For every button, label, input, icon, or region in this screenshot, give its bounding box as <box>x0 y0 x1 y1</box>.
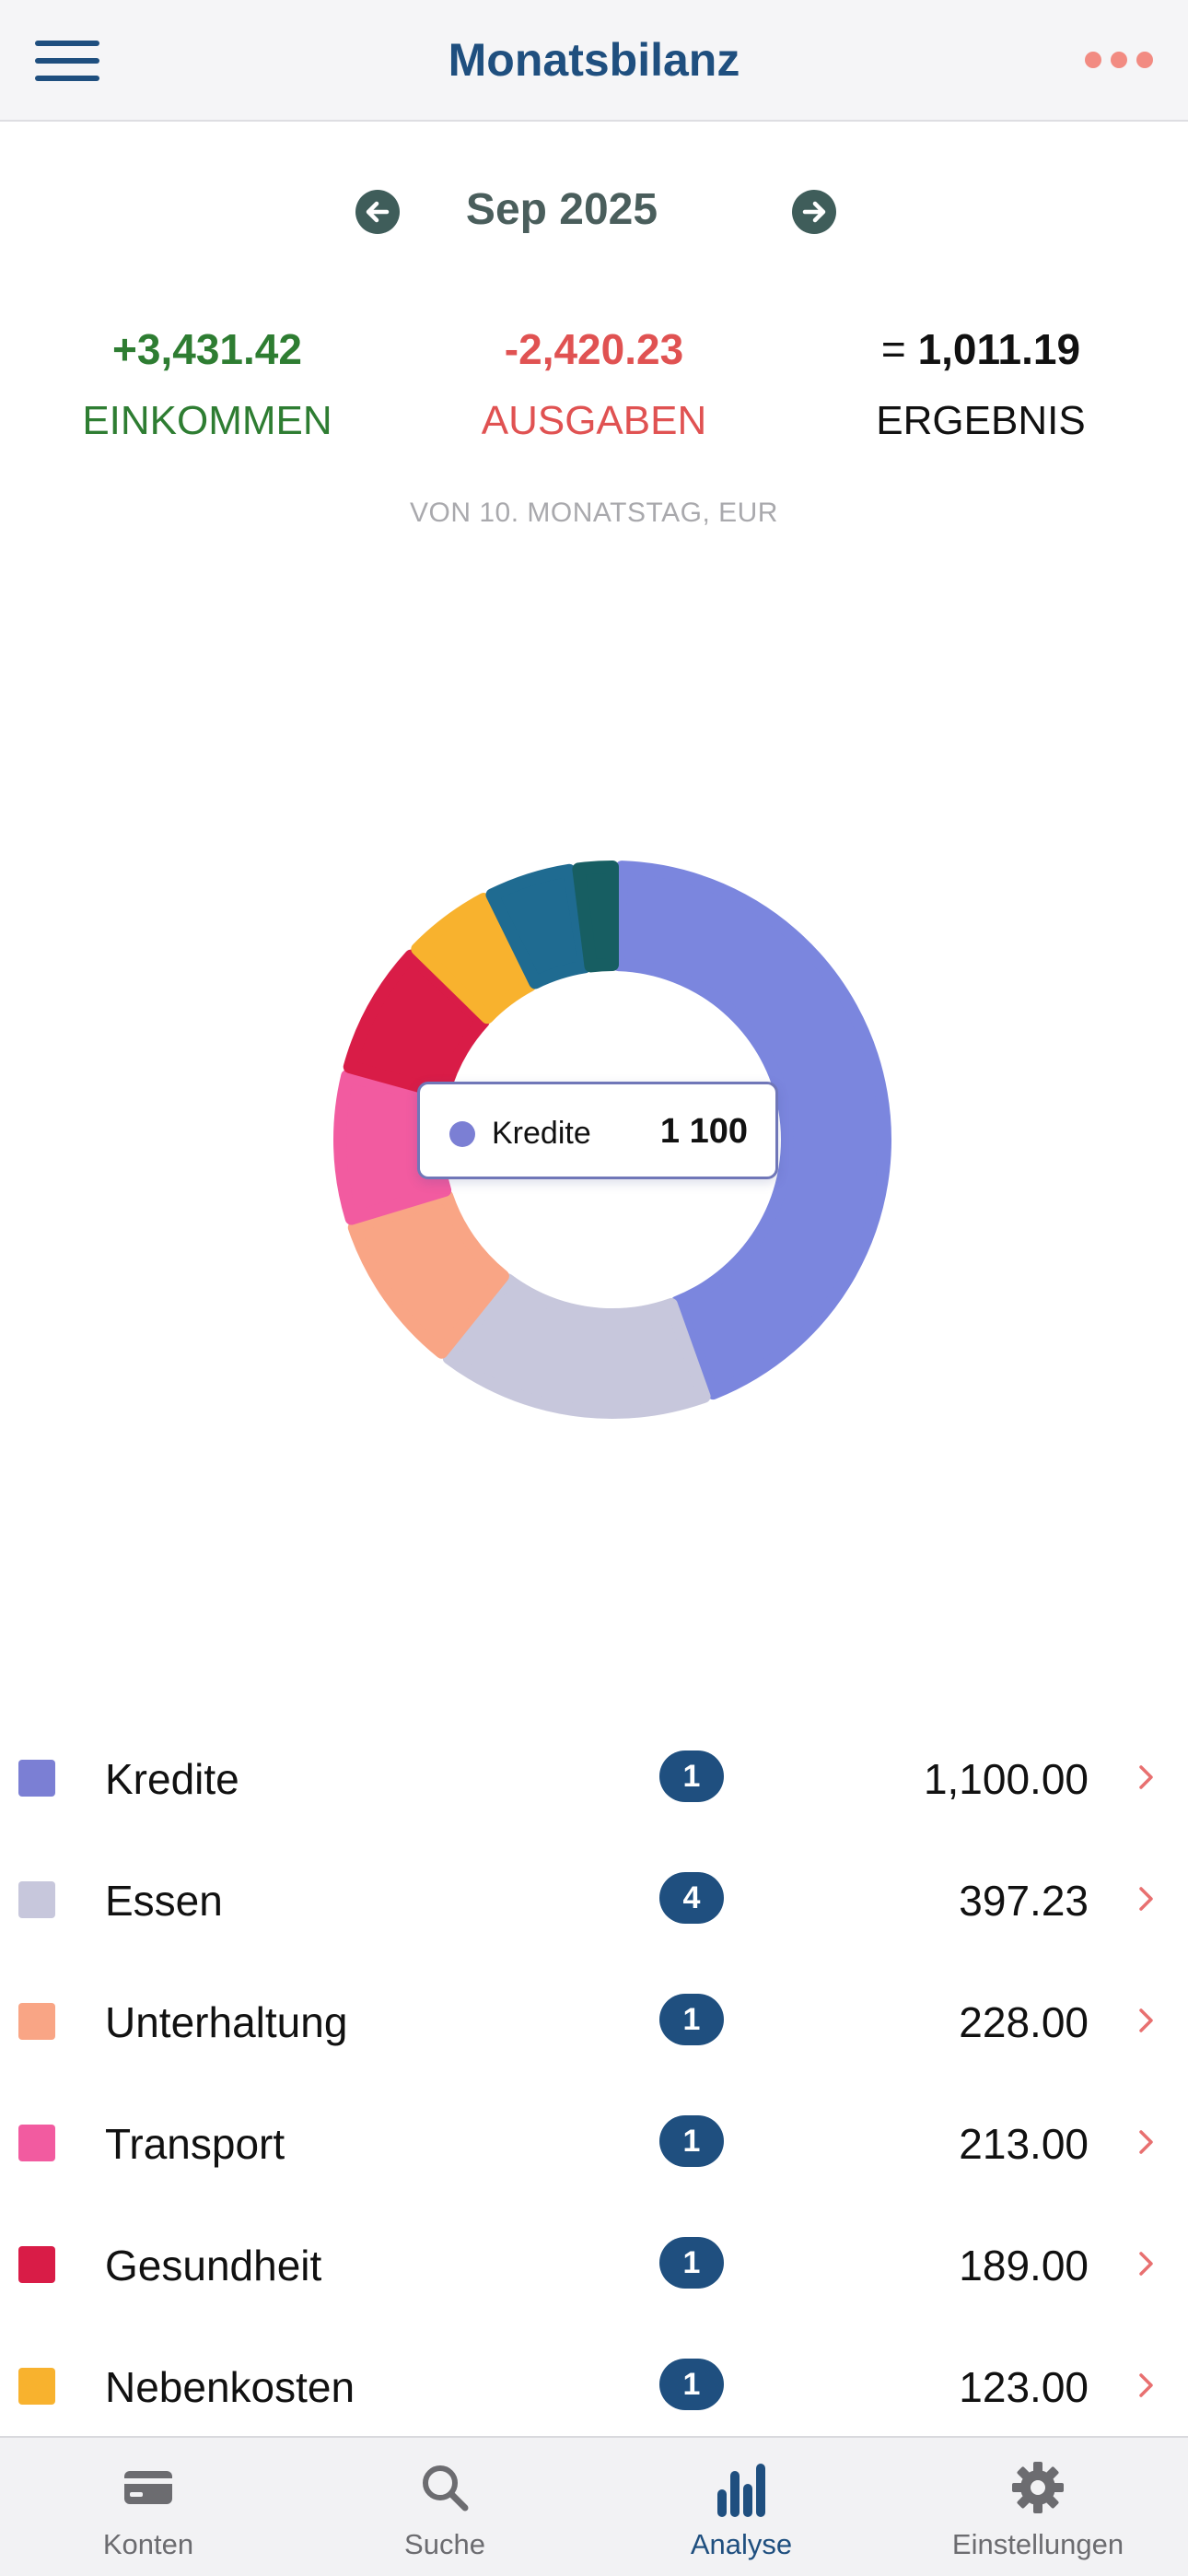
summary-note: VON 10. MONATSTAG, EUR <box>410 498 778 528</box>
donut-slice-gesundheit[interactable] <box>343 949 490 1100</box>
donut-slice-kredite[interactable] <box>611 861 891 1400</box>
category-name: Essen <box>105 1877 223 1925</box>
more-options-icon[interactable] <box>1085 52 1153 68</box>
chevron-right-icon <box>1139 2252 1153 2276</box>
tab-label: Einstellungen <box>951 2528 1124 2560</box>
donut-slice-unlabeled-7[interactable] <box>572 861 619 973</box>
chevron-right-icon <box>1139 2008 1153 2032</box>
income-label: EINKOMMEN <box>82 398 332 443</box>
expense-value: -2,420.23 <box>504 325 684 373</box>
transaction-count-badge: 4 <box>659 1872 724 1924</box>
period-label: Sep 2025 <box>465 185 658 234</box>
tooltip-category: Kredite <box>492 1116 591 1151</box>
category-color-swatch <box>18 2125 55 2161</box>
category-amount: 1,100.00 <box>923 1755 1089 1803</box>
category-color-swatch <box>18 2368 55 2405</box>
category-name: Nebenkosten <box>105 2363 355 2411</box>
category-name: Unterhaltung <box>105 1998 348 2046</box>
category-color-swatch <box>18 2246 55 2283</box>
transaction-count-badge: 1 <box>659 1994 724 2045</box>
category-name: Kredite <box>105 1755 239 1803</box>
bar-chart-icon <box>717 2464 765 2517</box>
tab-einstellungen[interactable]: Einstellungen <box>890 2438 1186 2576</box>
tab-analyse[interactable]: Analyse <box>593 2438 890 2576</box>
tab-label: Analyse <box>690 2528 793 2560</box>
transaction-count-badge: 1 <box>659 2237 724 2289</box>
donut-slice-essen[interactable] <box>442 1273 711 1419</box>
chevron-right-icon <box>1139 2373 1153 2397</box>
category-amount: 213.00 <box>959 2120 1089 2168</box>
category-amount: 189.00 <box>959 2242 1089 2289</box>
chevron-right-icon <box>1139 1887 1153 1911</box>
result-summary: = 1,011.19 ERGEBNIS <box>815 324 1147 444</box>
card-icon <box>124 2471 172 2504</box>
category-amount: 123.00 <box>959 2363 1089 2411</box>
tab-label: Konten <box>102 2528 194 2560</box>
income-value: +3,431.42 <box>112 325 302 373</box>
arrow-right-icon <box>802 201 826 223</box>
chevron-right-icon <box>1139 1765 1153 1789</box>
category-amount: 397.23 <box>959 1877 1089 1925</box>
result-prefix: = <box>880 325 918 373</box>
category-row[interactable]: Gesundheit 1 189.00 <box>0 2209 1188 2331</box>
tab-label: Suche <box>404 2528 485 2560</box>
donut-slice-unterhaltung[interactable] <box>347 1189 509 1359</box>
chevron-right-icon <box>1139 2130 1153 2154</box>
donut-slice-unlabeled-6[interactable] <box>485 863 591 989</box>
result-value: 1,011.19 <box>917 325 1081 373</box>
gear-icon <box>1012 2462 1064 2513</box>
expense-summary: -2,420.23 AUSGABEN <box>428 324 760 444</box>
result-label: ERGEBNIS <box>876 398 1086 443</box>
menu-icon[interactable] <box>35 41 99 81</box>
arrow-left-icon <box>366 201 390 223</box>
category-row[interactable]: Essen 4 397.23 <box>0 1844 1188 1966</box>
bottom-tab-bar: Konten Suche Analyse <box>0 2436 1188 2576</box>
chart-tooltip: Kredite 1 100 <box>417 1082 778 1179</box>
transaction-count-badge: 1 <box>659 1751 724 1802</box>
category-color-swatch <box>18 2003 55 2040</box>
category-name: Gesundheit <box>105 2242 322 2289</box>
category-name: Transport <box>105 2120 285 2168</box>
tooltip-color-dot <box>449 1121 475 1147</box>
category-row[interactable]: Kredite 1 1,100.00 <box>0 1723 1188 1844</box>
page-title: Monatsbilanz <box>448 34 740 86</box>
tab-konten[interactable]: Konten <box>0 2438 297 2576</box>
category-row[interactable]: Transport 1 213.00 <box>0 2088 1188 2209</box>
category-list: Kredite 1 1,100.00 Essen 4 397.23 Unterhaltung… <box>0 1723 1188 2453</box>
next-month-button[interactable] <box>792 190 836 234</box>
category-row[interactable]: Nebenkosten 1 123.00 <box>0 2331 1188 2453</box>
transaction-count-badge: 1 <box>659 2359 724 2410</box>
tab-suche[interactable]: Suche <box>297 2438 593 2576</box>
category-amount: 228.00 <box>959 1998 1089 2046</box>
donut-slice-nebenkosten[interactable] <box>411 893 537 1025</box>
category-row[interactable]: Unterhaltung 1 228.00 <box>0 1966 1188 2088</box>
previous-month-button[interactable] <box>355 190 400 234</box>
top-bar: Monatsbilanz <box>0 0 1188 122</box>
expense-label: AUSGABEN <box>481 398 707 443</box>
category-color-swatch <box>18 1760 55 1797</box>
category-color-swatch <box>18 1881 55 1918</box>
income-summary: +3,431.42 EINKOMMEN <box>41 324 373 444</box>
search-icon <box>423 2465 469 2512</box>
tooltip-value: 1 100 <box>659 1112 748 1151</box>
transaction-count-badge: 1 <box>659 2115 724 2167</box>
